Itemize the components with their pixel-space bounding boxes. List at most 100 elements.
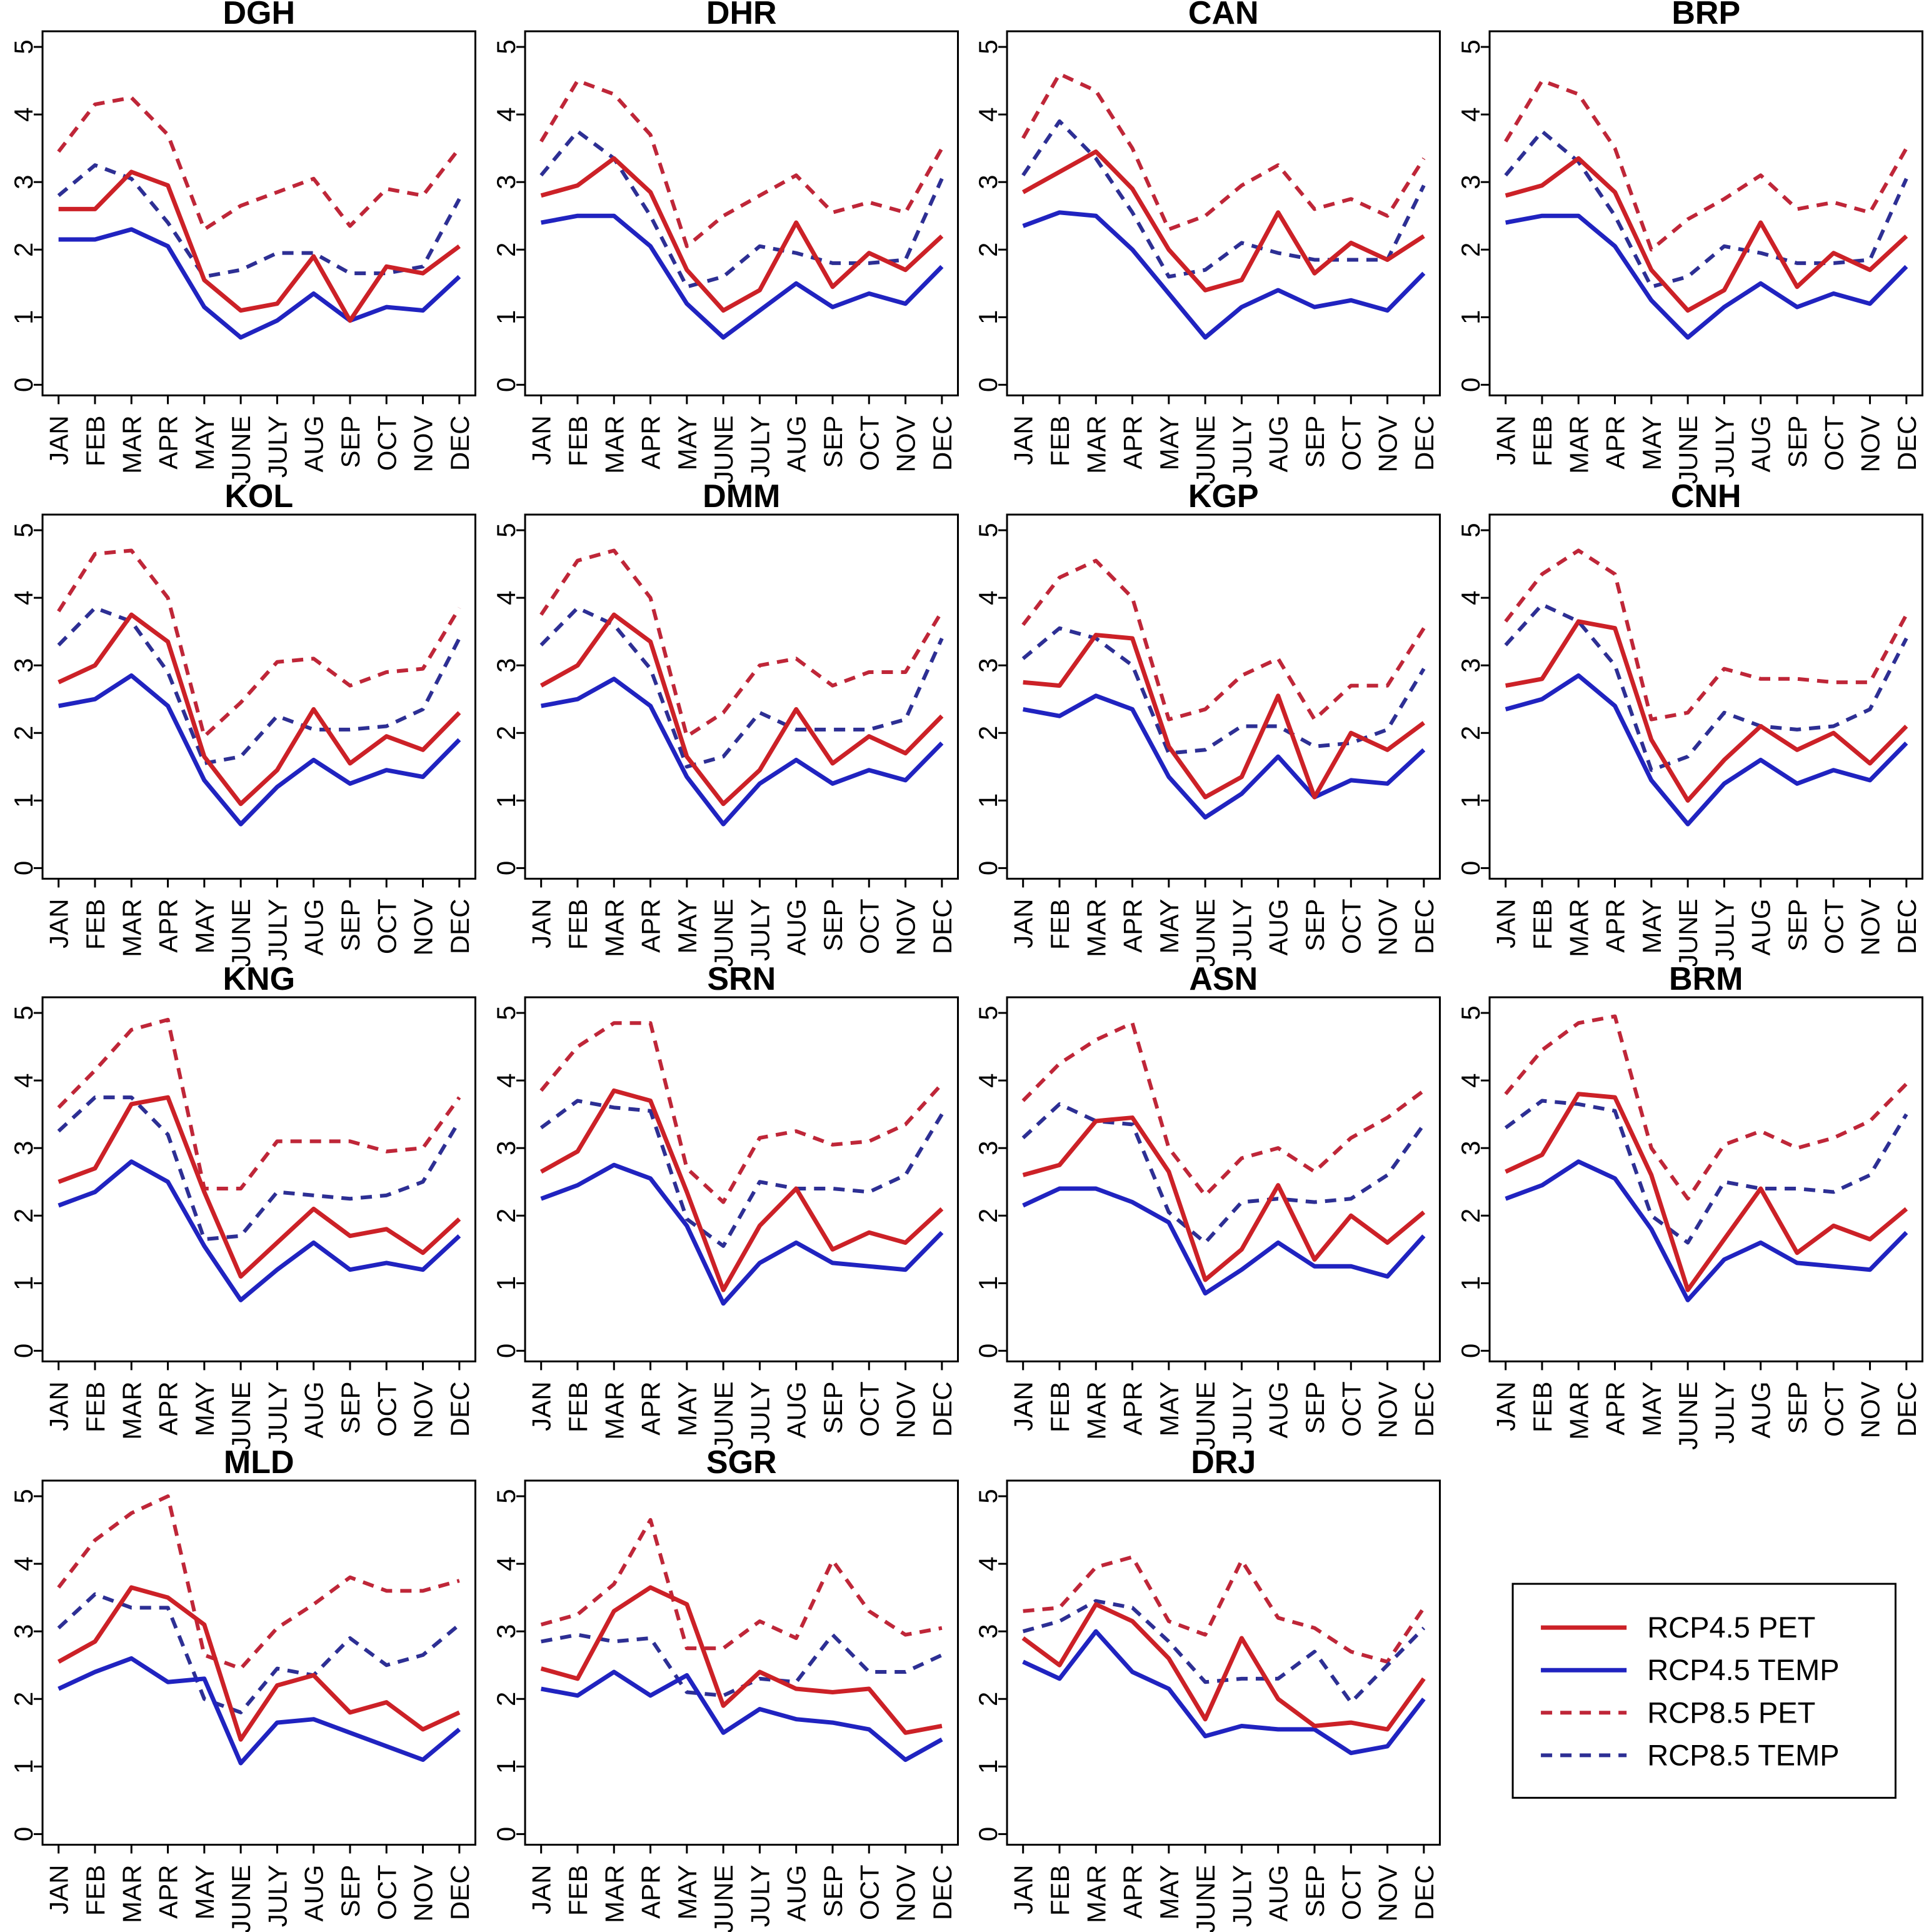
plot-box (1488, 996, 1923, 1362)
y-axis-tick-label: 4 (973, 1073, 1003, 1087)
y-axis-tick-label: 2 (9, 243, 38, 257)
y-axis-tick-label: 2 (491, 1691, 521, 1706)
month-tick-label: JUNE (709, 898, 738, 966)
month-tick-label: OCT (1819, 1381, 1848, 1437)
y-axis-tick-label: 1 (9, 310, 38, 325)
month-tick-label: SEP (1300, 1864, 1330, 1917)
month-tick-label: DEC (927, 415, 956, 471)
y-axis-tick-label: 3 (491, 1141, 521, 1155)
month-tick-label: JUNE (1191, 1381, 1220, 1449)
chart-panel-DRJ: DRJ 0 1 2 3 4 5 JAN FEB MAR APR MAY JUNE JULY AUG SEP OC… (964, 1449, 1447, 1932)
month-tick-label: FEB (563, 1381, 592, 1432)
chart-panel-SRN: SRN 0 1 2 3 4 5 JAN FEB MAR APR MAY JUNE JULY AUG SEP OC… (483, 966, 965, 1449)
month-tick-label: MAR (599, 415, 629, 473)
month-tick-label: MAY (190, 898, 219, 953)
y-axis-tick-label: 1 (491, 1759, 521, 1773)
month-tick-label: NOV (891, 1381, 920, 1438)
y-axis-tick-label: 3 (9, 658, 38, 672)
y-axis-tick-label: 0 (973, 1344, 1003, 1358)
month-tick-label: DEC (1410, 1381, 1439, 1437)
series-line-rcp45-pet (540, 1584, 943, 1735)
month-tick-label: JUNE (226, 898, 256, 966)
series-line-rcp45-pet (1022, 1115, 1426, 1282)
month-tick-label: JUNE (1673, 415, 1703, 483)
month-tick-label: JULY (263, 1381, 292, 1444)
panel-title: MLD (224, 1449, 294, 1481)
month-tick-label: MAR (1081, 415, 1111, 473)
plot-box (1006, 996, 1441, 1362)
series-line-rcp85-pet (540, 1517, 942, 1650)
month-tick-label: OCT (1336, 898, 1366, 954)
y-axis-tick-label: 0 (9, 1344, 38, 1358)
series-line-rcp85-pet (1503, 1014, 1908, 1201)
month-tick-label: MAR (599, 1864, 629, 1923)
month-tick-label: JULY (1227, 1381, 1256, 1444)
chart-canvas-MLD: MLD 0 1 2 3 4 5 JAN FEB MAR APR MAY JUNE JULY AUG SEP OC… (9, 1449, 476, 1932)
month-tick-label: MAY (672, 1864, 701, 1919)
y-axis-tick-label: 3 (491, 175, 521, 189)
y-axis-tick-label: 5 (973, 523, 1003, 537)
plot-box (1488, 513, 1923, 880)
month-tick-label: SEP (336, 898, 365, 951)
chart-panel-ASN: ASN 0 1 2 3 4 5 JAN FEB MAR APR MAY JUNE JULY AUG SEP OC… (964, 966, 1447, 1449)
month-tick-label: SEP (1300, 415, 1330, 468)
month-tick-label: AUG (299, 1381, 329, 1438)
panel-title: KGP (1188, 483, 1259, 515)
y-axis-tick-label: 3 (9, 1141, 38, 1155)
y-axis-tick-label: 1 (9, 793, 38, 807)
series-line-rcp85-temp (1021, 1102, 1426, 1245)
plot-box (524, 30, 959, 396)
month-tick-label: FEB (1045, 415, 1075, 466)
chart-canvas-DMM: DMM 0 1 2 3 4 5 JAN FEB MAR APR MAY JUNE JULY AUG SEP OC… (491, 483, 959, 966)
y-axis-tick-label: 5 (973, 39, 1003, 54)
chart-canvas-CNH: CNH 0 1 2 3 4 5 JAN FEB MAR APR MAY JUNE JULY AUG SEP OC… (1456, 483, 1923, 966)
month-tick-label: OCT (854, 898, 884, 954)
series-line-rcp85-pet (1021, 72, 1426, 231)
month-tick-label: DEC (445, 415, 474, 471)
month-tick-label: APR (1118, 415, 1148, 469)
month-tick-label: SEP (336, 1381, 365, 1434)
month-tick-label: AUG (1746, 1381, 1775, 1438)
month-tick-label: JULY (263, 898, 292, 961)
month-tick-label: OCT (1336, 415, 1366, 471)
month-tick-label: APR (636, 415, 665, 469)
y-axis-tick-label: 1 (1456, 793, 1485, 807)
chart-panel-DHR: DHR 0 1 2 3 4 5 JAN FEB MAR APR MAY JUNE JULY AUG SEP OC… (483, 0, 965, 483)
panel-title: KOL (224, 483, 293, 515)
series-line-rcp85-temp (1503, 602, 1908, 772)
month-tick-label: FEB (81, 415, 110, 466)
y-axis-tick-label: 1 (1456, 1276, 1485, 1291)
month-tick-label: APR (1600, 898, 1630, 952)
month-tick-label: JAN (1009, 1381, 1038, 1431)
panel-title: KNG (223, 966, 295, 997)
series-line-rcp85-temp (539, 129, 944, 289)
chart-panel-CAN: CAN 0 1 2 3 4 5 JAN FEB MAR APR MAY JUNE JULY AUG SEP OC… (964, 0, 1447, 483)
month-tick-label: MAR (599, 898, 629, 957)
y-axis-tick-label: 1 (973, 310, 1003, 325)
series-line-rcp45-temp (58, 1656, 461, 1765)
y-axis-tick-label: 4 (9, 107, 38, 121)
y-axis-tick-label: 0 (973, 378, 1003, 392)
panel-title: BRM (1669, 966, 1743, 997)
series-line-rcp85-temp (1022, 1599, 1426, 1704)
month-tick-label: JAN (44, 1381, 74, 1431)
month-tick-label: JAN (526, 1864, 556, 1914)
y-axis-tick-label: 5 (973, 1489, 1003, 1503)
month-tick-label: JULY (1227, 898, 1256, 961)
month-tick-label: AUG (781, 1381, 811, 1438)
y-axis-tick-label: 4 (1456, 107, 1485, 121)
panel-title: SGR (706, 1449, 776, 1481)
series-line-rcp45-pet (58, 169, 461, 323)
chart-panel-MLD: MLD 0 1 2 3 4 5 JAN FEB MAR APR MAY JUNE JULY AUG SEP OC… (0, 1449, 483, 1932)
month-tick-label: DEC (1891, 898, 1921, 954)
month-tick-label: SEP (1782, 415, 1811, 468)
month-tick-label: DEC (445, 1864, 474, 1920)
y-axis-tick-label: 5 (9, 523, 38, 537)
month-tick-label: AUG (781, 1864, 811, 1921)
y-axis-tick-label: 4 (9, 590, 38, 605)
month-tick-label: FEB (81, 898, 110, 950)
month-tick-label: JULY (1710, 1381, 1739, 1444)
y-axis-tick-label: 2 (491, 1209, 521, 1223)
series-line-rcp85-temp (540, 1633, 943, 1698)
y-axis-tick-label: 2 (491, 725, 521, 740)
